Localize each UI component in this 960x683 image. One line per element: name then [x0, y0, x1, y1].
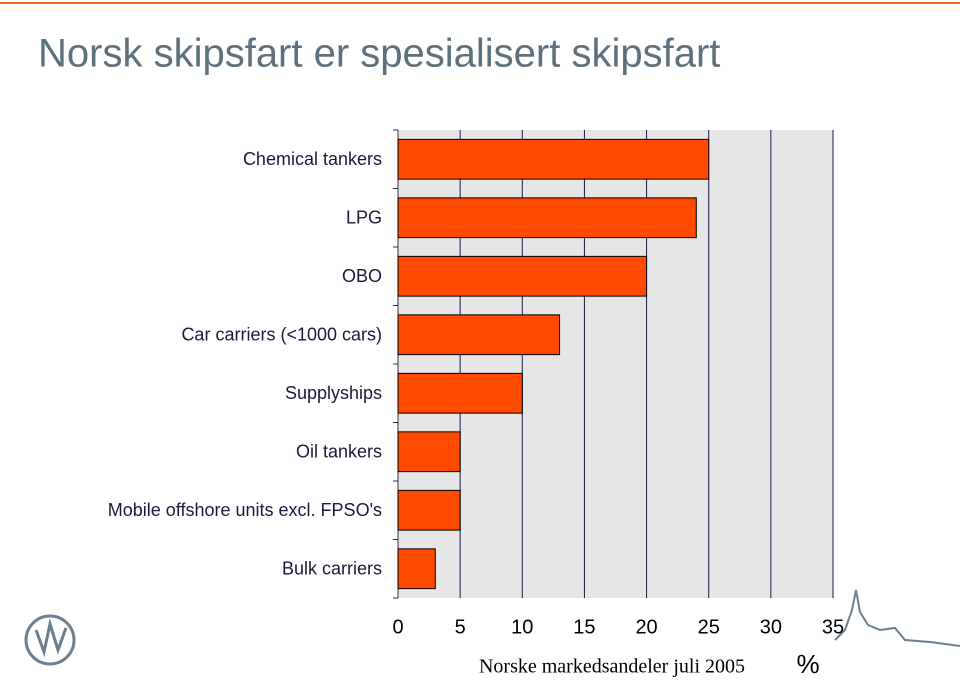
- bar: [397, 314, 561, 356]
- y-tick-label: Mobile offshore units excl. FPSO's: [108, 500, 382, 520]
- bar: [397, 431, 461, 473]
- y-tick-label: Bulk carriers: [282, 559, 382, 579]
- y-tick-label: Chemical tankers: [243, 149, 382, 169]
- y-tick-label: LPG: [346, 208, 382, 228]
- x-tick-label: 0: [392, 616, 403, 638]
- bar: [397, 489, 461, 531]
- y-tick-label: OBO: [342, 266, 382, 286]
- logo: [24, 614, 76, 666]
- x-tick-label: 35: [822, 616, 844, 638]
- bar: [397, 197, 697, 239]
- x-axis-unit: %: [796, 649, 819, 679]
- skyline: [834, 589, 960, 647]
- x-tick-label: 15: [573, 616, 595, 638]
- bar: [397, 548, 436, 590]
- x-tick-label: 25: [698, 616, 720, 638]
- x-tick-label: 30: [760, 616, 782, 638]
- bar: [397, 138, 710, 180]
- slide-title: Norsk skipsfart er spesialisert skipsfar…: [38, 32, 720, 76]
- bar: [397, 372, 523, 414]
- bar: [397, 255, 648, 297]
- y-tick-label: Supplyships: [285, 383, 382, 403]
- plot: 0 5 10 15 20 25 30 35 Chemical tankers LPG OBO Car …: [108, 129, 844, 638]
- x-tick-label: 10: [511, 616, 533, 638]
- y-tick-label: Oil tankers: [296, 442, 382, 462]
- x-axis-label: Norske markedsandeler juli 2005: [479, 656, 745, 678]
- x-tick-label: 20: [635, 616, 657, 638]
- x-tick-label: 5: [455, 616, 466, 638]
- y-tick-label: Car carriers (<1000 cars): [181, 325, 382, 345]
